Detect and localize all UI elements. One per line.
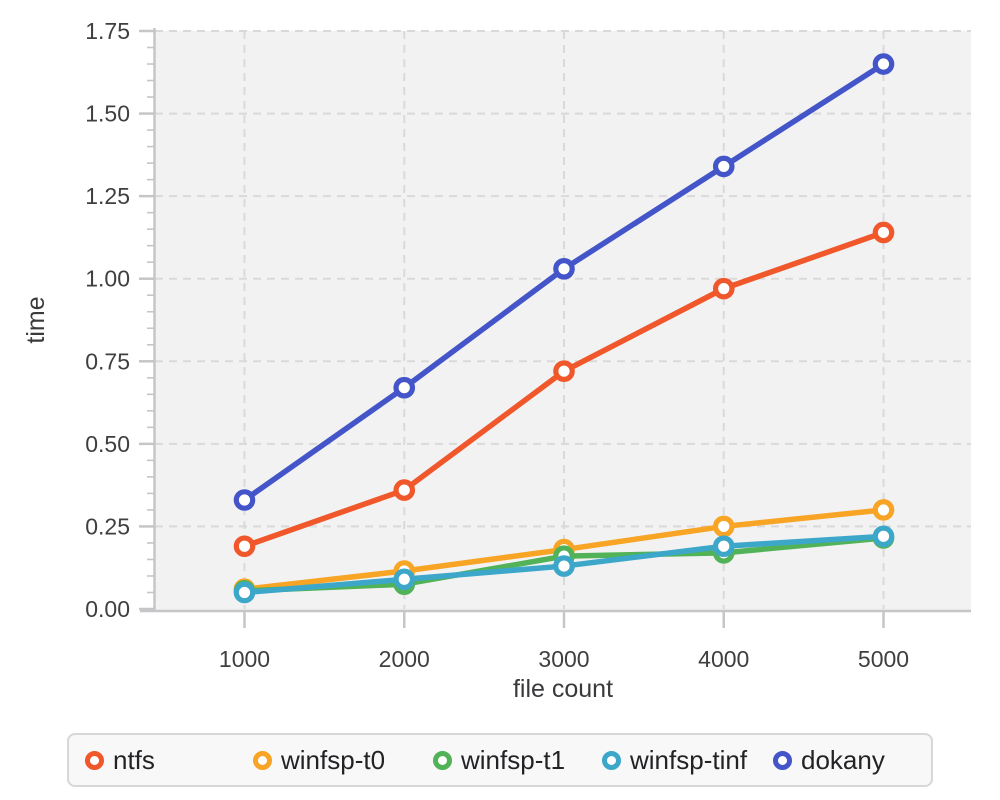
legend-label: winfsp-t0 [281,745,386,775]
data-point-marker [712,515,735,538]
data-series [233,53,895,604]
data-point-marker [233,535,256,558]
legend-item-winfsp-t1: winfsp-t1 [433,747,602,773]
y-tick-label: 1.50 [85,101,130,127]
legend-marker-icon [253,750,272,770]
y-tick-label: 0.25 [85,513,130,539]
data-point-marker [872,525,895,548]
data-point-marker [553,360,575,382]
legend-label: dokany [801,745,885,775]
x-tick-label: 3000 [538,646,589,672]
legend-label: winfsp-t1 [461,745,566,775]
legend-label: ntfs [113,745,155,775]
data-point-marker [393,479,416,501]
y-tick-label: 1.25 [85,183,130,209]
legend-marker-icon [85,750,104,770]
legend-marker-icon [773,750,792,770]
data-point-marker [553,258,575,280]
series-ntfs [233,221,895,558]
legend-label: winfsp-tinf [630,745,748,775]
axis-spines [140,28,971,613]
y-tick-label: 1.75 [85,18,130,44]
y-tick-label: 0.75 [85,348,130,374]
legend-marker-icon [602,750,621,770]
data-point-marker [872,53,895,75]
x-tick-label: 5000 [858,646,909,672]
legend-item-ntfs: ntfs [85,747,253,773]
legend: ntfs winfsp-t0 winfsp-t1 winfsp-tinf dokany [67,733,933,787]
y-axis-label: time [22,296,50,343]
data-point-marker [393,568,416,591]
data-point-marker [553,555,575,577]
series-winfsp-tinf [233,525,895,604]
axis-ticks [139,29,885,628]
legend-item-winfsp-t0: winfsp-t0 [253,747,433,773]
data-point-marker [233,489,256,511]
x-tick-label: 1000 [219,646,270,672]
x-tick-label: 2000 [379,646,430,672]
x-axis-label: file count [513,675,613,703]
legend-marker-icon [433,750,452,770]
series-dokany [233,53,895,511]
data-point-marker [712,155,735,178]
legend-item-dokany: dokany [773,747,885,773]
tick-labels: 0.00 0.25 0.50 0.75 1.00 1.25 1.50 1.75 1000 2000… [85,18,909,672]
data-point-marker [233,581,256,604]
x-tick-label: 4000 [698,646,749,672]
data-point-marker [712,535,735,558]
y-tick-label: 0.50 [85,431,130,457]
data-point-marker [872,499,895,521]
data-point-marker [872,221,895,244]
y-tick-label: 1.00 [85,266,130,292]
data-point-marker [712,277,735,300]
data-point-marker [393,376,416,399]
legend-item-winfsp-tinf: winfsp-tinf [602,747,773,773]
y-tick-label: 0.00 [85,596,130,622]
